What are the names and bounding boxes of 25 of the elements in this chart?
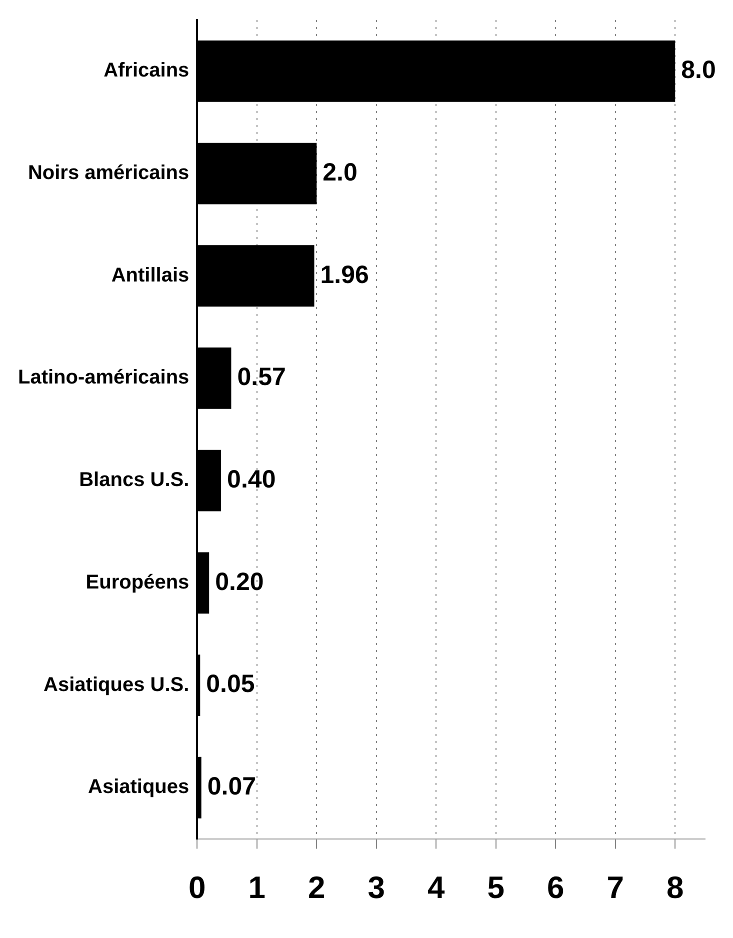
y-tick-label: Africains: [104, 60, 190, 82]
x-tick-label: 6: [547, 870, 564, 905]
y-tick-label: Asiatiques U.S.: [44, 674, 190, 696]
x-tick-label: 8: [666, 870, 684, 905]
y-tick-label: Noirs américains: [28, 162, 190, 184]
x-tick-label: 0: [188, 870, 206, 905]
y-tick-label: Antillais: [111, 264, 190, 286]
y-tick-label: Blancs U.S.: [79, 469, 190, 492]
data-label: 1.96: [320, 260, 369, 289]
y-tick-label: Asiatiques: [88, 776, 190, 798]
x-tick-label: 4: [428, 870, 446, 905]
x-tick-label: 5: [487, 870, 505, 905]
y-tick-label: Latino-américains: [18, 366, 190, 389]
data-label: 0.40: [227, 465, 276, 494]
data-label: 8.0: [681, 56, 716, 84]
x-tick-label: 1: [248, 870, 266, 905]
x-tick-label: 2: [308, 870, 326, 905]
data-label: 2.0: [322, 158, 358, 186]
data-label: 0.05: [206, 670, 255, 698]
data-label: 0.07: [207, 772, 256, 801]
x-tick-label: 7: [606, 870, 624, 905]
data-label: 0.20: [215, 568, 264, 596]
data-label: 0.57: [237, 363, 286, 392]
x-tick-label: 3: [368, 870, 386, 905]
y-tick-label: Européens: [86, 571, 190, 594]
